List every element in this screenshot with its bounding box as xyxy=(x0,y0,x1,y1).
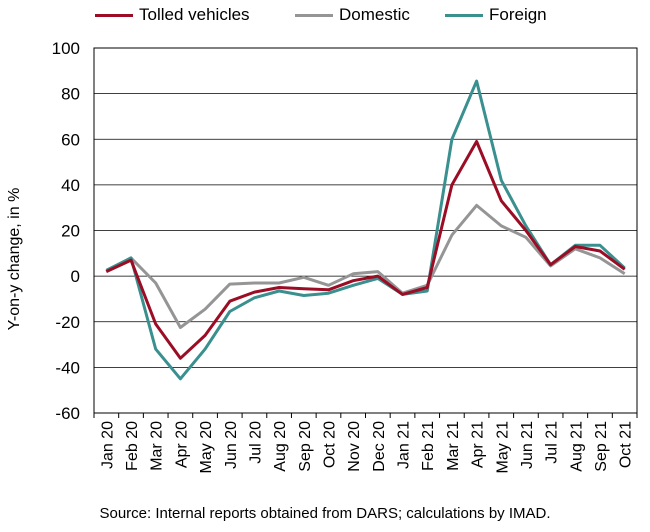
y-tick-label: 100 xyxy=(52,39,80,58)
series-line-domestic xyxy=(105,203,626,329)
y-tick-label: 60 xyxy=(61,130,80,149)
legend-label-tolled: Tolled vehicles xyxy=(139,5,250,24)
x-tick-label: Dec 20 xyxy=(371,421,388,472)
series-line-foreign xyxy=(105,79,626,381)
x-tick-label: Jun 21 xyxy=(519,421,536,469)
x-tick-label: Oct 20 xyxy=(321,421,338,468)
x-tick-label: Aug 20 xyxy=(272,421,289,472)
legend: Tolled vehicles Domestic Foreign xyxy=(0,5,650,29)
x-tick-label: Jul 21 xyxy=(544,421,561,464)
y-tick-label: -40 xyxy=(55,358,80,377)
x-tick-label: Jun 20 xyxy=(223,421,240,469)
legend-item-domestic: Domestic xyxy=(295,5,410,25)
x-tick-label: Feb 21 xyxy=(420,421,437,471)
legend-item-foreign: Foreign xyxy=(445,5,547,25)
x-tick-label: Apr 20 xyxy=(173,421,190,468)
x-tick-label: May 21 xyxy=(494,421,511,474)
x-tick-label: Oct 21 xyxy=(618,421,635,468)
x-tick-label: Nov 20 xyxy=(346,421,363,472)
legend-item-tolled: Tolled vehicles xyxy=(95,5,250,25)
x-tick-label: Sep 20 xyxy=(297,421,314,472)
x-tick-label: Feb 20 xyxy=(124,421,141,471)
x-tick-label: Sep 21 xyxy=(593,421,610,472)
legend-swatch-foreign xyxy=(445,13,483,17)
x-tick-label: Apr 21 xyxy=(470,421,487,468)
y-tick-label: 40 xyxy=(61,176,80,195)
y-tick-label: -20 xyxy=(55,313,80,332)
x-tick-label: May 20 xyxy=(198,421,215,474)
x-tick-label: Jan 21 xyxy=(396,421,413,469)
x-tick-label: Mar 20 xyxy=(149,421,166,471)
legend-label-domestic: Domestic xyxy=(339,5,410,24)
x-tick-label: Aug 21 xyxy=(568,421,585,472)
legend-swatch-tolled xyxy=(95,13,133,17)
series-line-tolled-vehicles xyxy=(105,140,626,360)
x-tick-label: Jan 20 xyxy=(99,421,116,469)
x-tick-label: Jul 20 xyxy=(247,421,264,464)
y-axis-label: Y-on-y change, in % xyxy=(6,187,23,331)
y-tick-label: 20 xyxy=(61,222,80,241)
legend-label-foreign: Foreign xyxy=(489,5,547,24)
source-note: Source: Internal reports obtained from D… xyxy=(99,505,551,522)
legend-swatch-domestic xyxy=(295,13,333,17)
y-tick-label: 0 xyxy=(71,267,80,286)
y-tick-label: 80 xyxy=(61,85,80,104)
x-tick-label: Mar 21 xyxy=(445,421,462,471)
y-tick-label: -60 xyxy=(55,404,80,423)
